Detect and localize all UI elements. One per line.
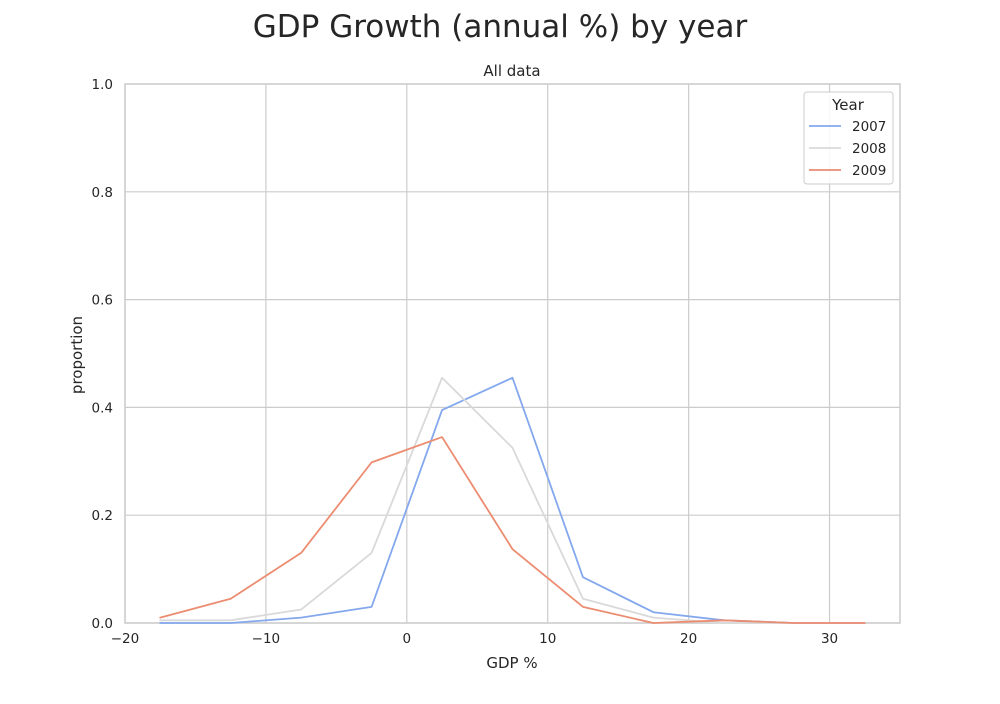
legend-label-2009: 2009 [852,163,886,179]
y-tick-label: 0.8 [92,185,113,201]
y-tick-label: 1.0 [92,77,113,93]
x-tick-label: −10 [252,631,281,647]
legend-title: Year [831,96,865,114]
legend-label-2008: 2008 [852,141,886,157]
x-tick-label: 30 [821,631,838,647]
legend: Year 2007 2008 2009 [804,92,893,184]
x-axis-label: GDP % [486,654,537,672]
x-tick-label: 0 [403,631,412,647]
y-tick-label: 0.6 [92,293,113,309]
chart-subtitle: All data [483,62,540,80]
chart-title: GDP Growth (annual %) by year [253,9,748,45]
x-tick-label: 10 [539,631,556,647]
x-tick-label: −20 [111,631,140,647]
y-tick-label: 0.0 [92,616,113,632]
y-axis-label: proportion [68,316,86,394]
y-tick-label: 0.4 [92,400,113,416]
legend-label-2007: 2007 [852,119,886,135]
x-tick-label: 20 [680,631,697,647]
y-tick-label: 0.2 [92,508,113,524]
